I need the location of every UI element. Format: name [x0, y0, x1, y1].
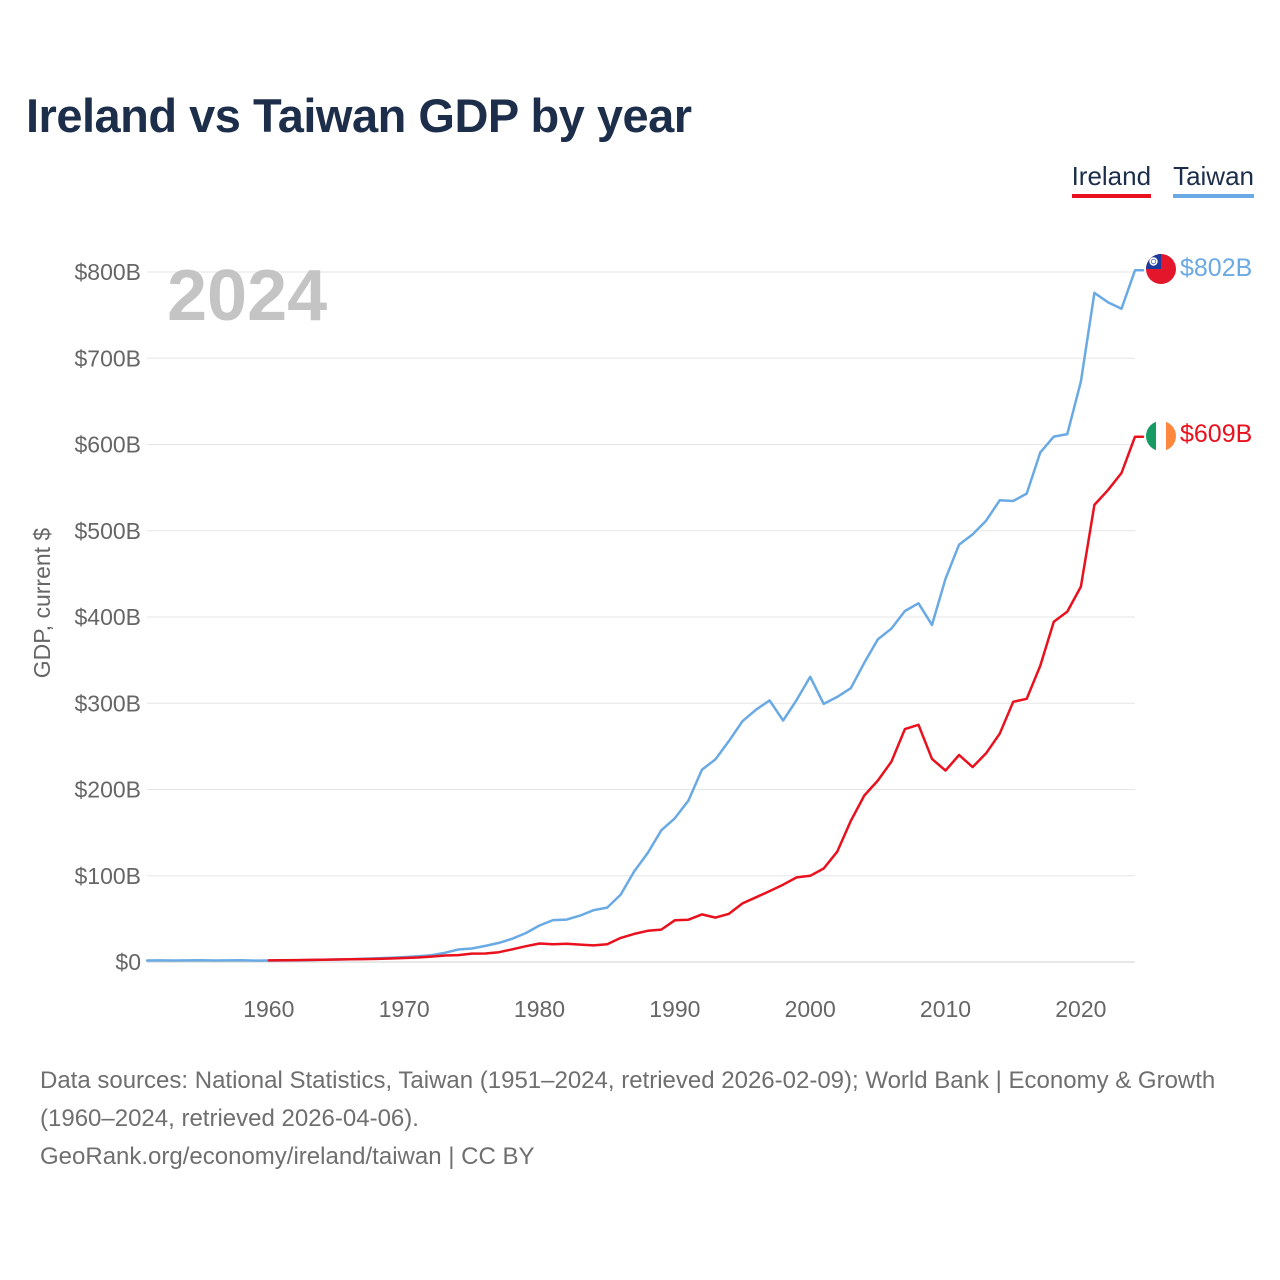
y-tick-label: $600B: [74, 432, 141, 458]
x-tick-label: 1990: [649, 996, 700, 1022]
y-tick-label: $200B: [74, 777, 141, 803]
taiwan-end-label: $802B: [1180, 254, 1252, 282]
x-tick-label: 1980: [514, 996, 565, 1022]
legend-item-taiwan[interactable]: Taiwan: [1173, 160, 1254, 198]
ireland-flag-icon: [1146, 421, 1176, 451]
y-tick-label: $400B: [74, 604, 141, 630]
y-axis-title: GDP, current $: [29, 528, 55, 679]
taiwan-flag-icon: [1146, 254, 1176, 284]
year-label: 2024: [167, 256, 327, 336]
x-tick-label: 2000: [785, 996, 836, 1022]
x-tick-label: 1970: [379, 996, 430, 1022]
legend: Ireland Taiwan: [1071, 160, 1254, 198]
chart-title: Ireland vs Taiwan GDP by year: [26, 89, 692, 142]
y-tick-label: $0: [115, 949, 141, 975]
footer: Data sources: National Statistics, Taiwa…: [40, 1062, 1240, 1176]
line-chart: $0 $100B $200B $300B $400B $500B $600B $700B $80…: [29, 254, 1252, 1022]
x-tick-label: 2010: [920, 996, 971, 1022]
y-tick-label: $700B: [74, 345, 141, 371]
y-tick-label: $500B: [74, 518, 141, 544]
x-tick-label: 1960: [243, 996, 294, 1022]
x-axis-ticks: 1960 1970 1980 1990 2000 2010 2020: [243, 996, 1106, 1022]
series-lines: [145, 269, 1145, 962]
series-line-taiwan: [145, 269, 1145, 962]
y-axis-ticks: $0 $100B $200B $300B $400B $500B $600B $700B $80…: [74, 259, 141, 975]
legend-item-ireland[interactable]: Ireland: [1071, 160, 1152, 198]
attribution: GeoRank.org/economy/ireland/taiwan | CC …: [40, 1143, 535, 1170]
y-tick-label: $300B: [74, 690, 141, 716]
gridlines: [147, 271, 1135, 963]
series-line-ireland: [267, 435, 1145, 962]
y-tick-label: $100B: [74, 863, 141, 889]
x-tick-label: 2020: [1055, 996, 1106, 1022]
data-sources: Data sources: National Statistics, Taiwa…: [40, 1067, 1216, 1132]
y-tick-label: $800B: [74, 259, 141, 285]
ireland-end-label: $609B: [1180, 420, 1252, 448]
